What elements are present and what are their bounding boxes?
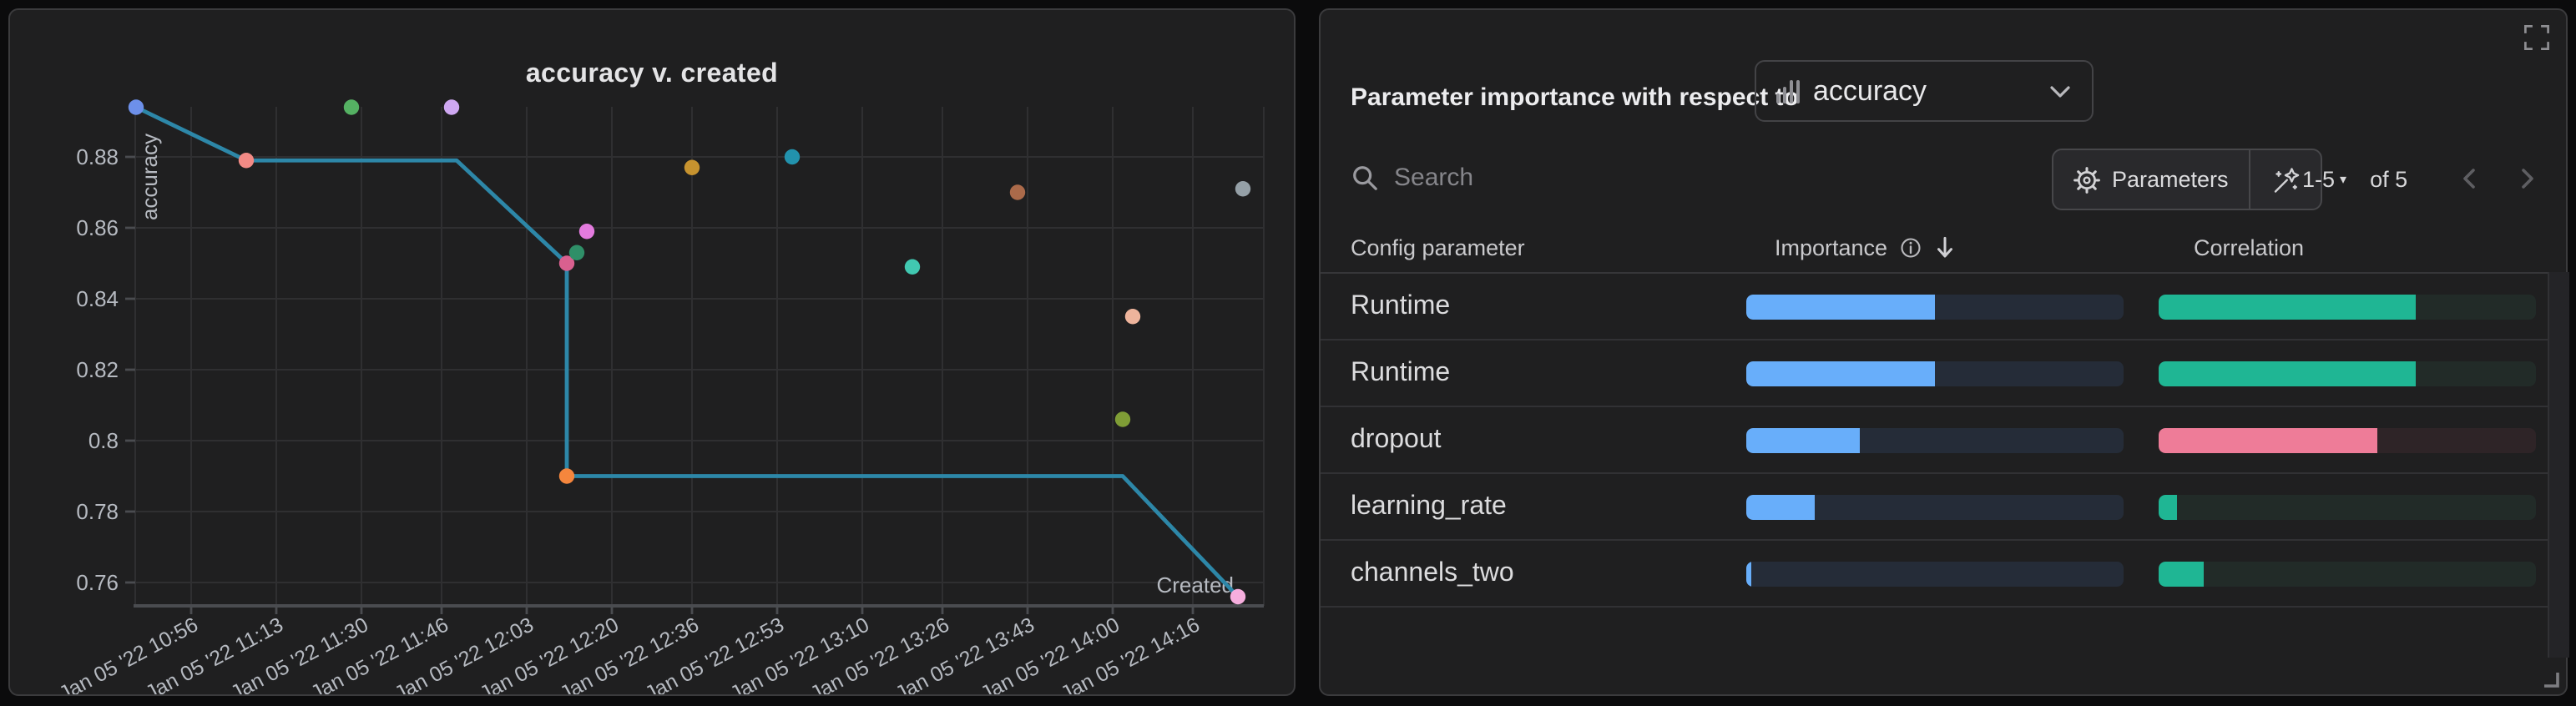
chart-title: accuracy v. created <box>525 60 779 88</box>
search-icon <box>1353 166 1377 190</box>
svg-text:0.88: 0.88 <box>76 144 119 169</box>
parameters-button[interactable]: Parameters <box>2053 150 2249 209</box>
header-divider <box>1321 272 2548 274</box>
fullscreen-icon[interactable] <box>2523 23 2551 52</box>
column-importance[interactable]: Importance <box>1775 235 1888 260</box>
parameters-button-label: Parameters <box>2112 167 2229 192</box>
table-controls: Parameters <box>2052 149 2322 210</box>
table-row[interactable]: Runtime <box>1321 274 2548 340</box>
chart-panel: accuracy v. created 0.88 0.86 0.84 0.82 0.8 0… <box>8 8 1296 706</box>
config-parameter-name: dropout <box>1351 425 1442 453</box>
metric-dropdown-value: accuracy <box>1813 74 1927 106</box>
svg-text:0.86: 0.86 <box>76 215 119 240</box>
importance-bar <box>1746 361 2124 386</box>
svg-text:0.82: 0.82 <box>76 357 119 382</box>
svg-text:0.76: 0.76 <box>76 570 119 595</box>
table-row[interactable]: channels_two <box>1321 541 2548 608</box>
importance-bar <box>1746 494 2124 519</box>
sort-arrow-down-icon[interactable] <box>1932 235 1956 260</box>
table-header: Config parameter Importance Correlation <box>1321 235 2548 272</box>
svg-text:accuracy: accuracy <box>137 134 162 220</box>
svg-text:0.78: 0.78 <box>76 499 119 524</box>
panel-title: Parameter importance with respect to <box>1351 83 1799 112</box>
parameter-importance-panel: Parameter importance with respect to acc… <box>1319 8 2569 696</box>
table-row[interactable]: learning_rate <box>1321 474 2548 541</box>
correlation-bar <box>2159 561 2536 586</box>
chevron-right-icon[interactable] <box>2513 165 2539 192</box>
table-row[interactable]: dropout <box>1321 407 2548 474</box>
config-parameter-name: channels_two <box>1351 558 1514 587</box>
metric-dropdown[interactable]: accuracy <box>1755 60 2094 122</box>
correlation-bar <box>2159 494 2536 519</box>
table-row[interactable]: Runtime <box>1321 340 2548 407</box>
magic-wand-icon <box>2274 167 2299 192</box>
config-parameter-name: learning_rate <box>1351 492 1507 520</box>
importance-bar <box>1746 427 2124 452</box>
svg-text:0.8: 0.8 <box>88 428 119 453</box>
page-range-dropdown[interactable]: 1-5 <box>2302 167 2336 192</box>
chevron-down-icon <box>2048 83 2072 99</box>
gear-icon <box>2073 166 2100 193</box>
correlation-bar <box>2159 361 2536 386</box>
resize-corner-icon[interactable] <box>2543 671 2559 688</box>
column-config-parameter[interactable]: Config parameter <box>1351 235 1525 260</box>
svg-text:Created: Created <box>1157 572 1235 598</box>
correlation-bar <box>2159 427 2536 452</box>
correlation-bar <box>2159 294 2536 319</box>
column-correlation[interactable]: Correlation <box>2194 235 2305 260</box>
scroll-gutter[interactable] <box>2548 272 2569 658</box>
search-placeholder: Search <box>1394 164 1474 192</box>
bar-chart-icon <box>1776 79 1800 103</box>
page-total-label: of 5 <box>2370 167 2408 192</box>
svg-text:0.84: 0.84 <box>76 286 119 311</box>
config-parameter-name: Runtime <box>1351 291 1451 320</box>
info-circle-icon[interactable] <box>1897 235 1922 260</box>
importance-bar <box>1746 294 2124 319</box>
search-input[interactable]: Search <box>1351 164 1473 192</box>
config-parameter-name: Runtime <box>1351 358 1451 386</box>
chevron-left-icon[interactable] <box>2457 165 2484 192</box>
magic-wand-button[interactable] <box>2248 150 2321 209</box>
caret-down-icon: ▾ <box>2340 172 2347 187</box>
importance-bar <box>1746 561 2124 586</box>
pagination: 1-5 ▾ of 5 <box>2302 149 2407 210</box>
